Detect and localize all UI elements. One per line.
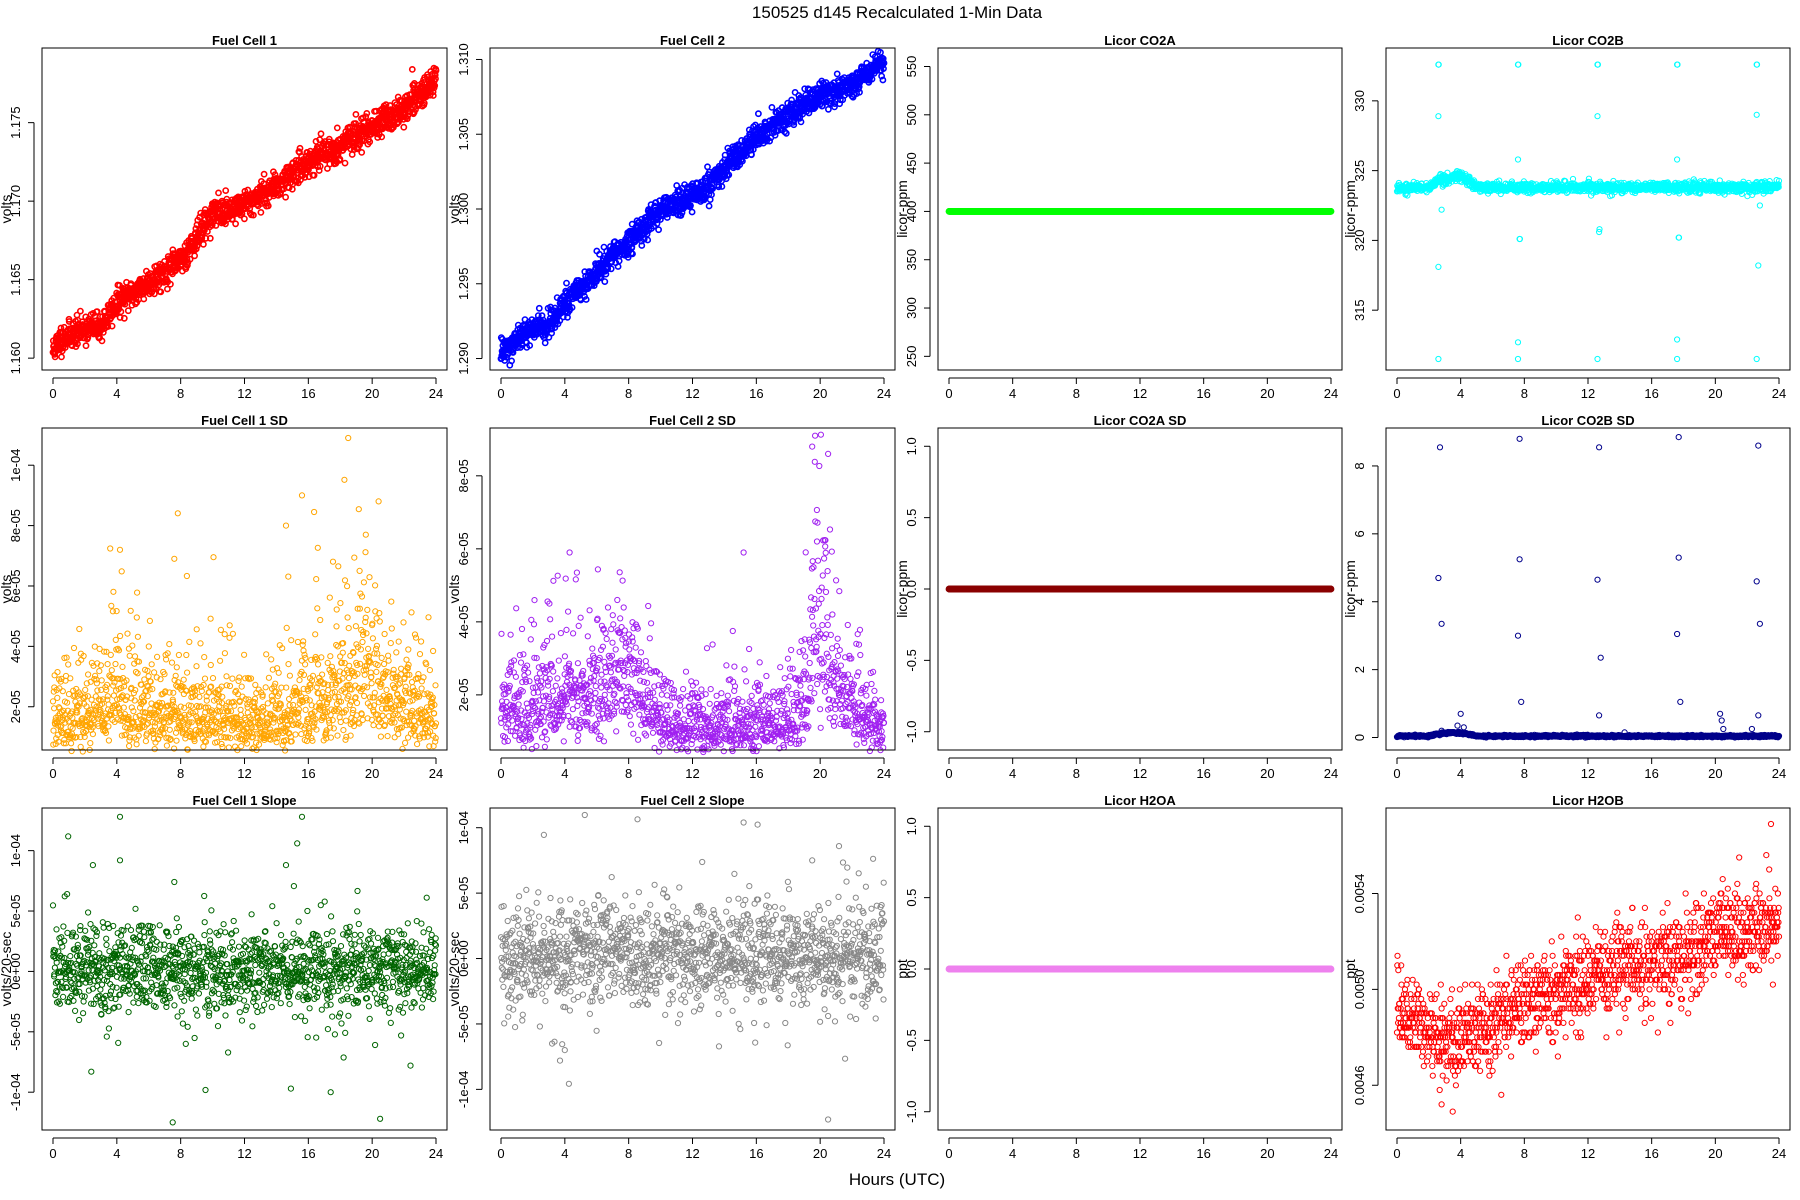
data-point xyxy=(121,300,129,308)
y-tick-label: 1.290 xyxy=(456,342,471,375)
y-tick-label: 300 xyxy=(904,297,919,319)
data-point xyxy=(117,308,125,316)
panel-title: Fuel Cell 1 xyxy=(212,33,277,48)
data-points xyxy=(945,207,1335,215)
x-tick-label: 4 xyxy=(1009,386,1016,401)
data-point xyxy=(108,322,116,330)
panel-title: Licor CO2A xyxy=(1104,33,1176,48)
y-axis-label: volts xyxy=(446,195,462,224)
x-tick-label: 20 xyxy=(813,386,827,401)
x-tick-label: 0 xyxy=(49,386,56,401)
x-tick-label: 12 xyxy=(685,386,699,401)
y-tick-label: 500 xyxy=(904,104,919,126)
y-tick-label: 550 xyxy=(904,56,919,78)
panel-1: Fuel Cell 10 4 8 12 16 20 241.1601.1651.1701.1… xyxy=(0,33,448,401)
x-tick-label: 8 xyxy=(625,386,632,401)
data-points xyxy=(49,64,440,361)
data-point xyxy=(93,308,101,315)
data-point xyxy=(58,353,65,361)
figure-title: 150525 d145 Recalculated 1-Min Data xyxy=(752,3,1043,22)
data-point xyxy=(104,323,112,330)
y-tick-label: 1.295 xyxy=(456,267,471,300)
x-tick-label: 8 xyxy=(177,386,184,401)
data-point xyxy=(82,342,90,350)
x-tick-label: 20 xyxy=(1260,386,1274,401)
x-tick-label: 8 xyxy=(1073,386,1080,401)
x-tick-label: 16 xyxy=(1196,386,1210,401)
x-tick-label: 12 xyxy=(237,386,251,401)
y-tick-label: 450 xyxy=(904,152,919,174)
x-tick-label: 4 xyxy=(113,386,120,401)
x-tick-label: 24 xyxy=(429,386,443,401)
x-tick-label: 16 xyxy=(301,386,315,401)
x-tick-label: 0 xyxy=(497,386,504,401)
figure-xlabel: Hours (UTC) xyxy=(849,1170,945,1189)
x-tick-label: 20 xyxy=(365,386,379,401)
data-point xyxy=(99,328,107,336)
x-tick-label: 4 xyxy=(561,386,568,401)
y-tick-label: 1.175 xyxy=(8,106,23,139)
panels: Fuel Cell 10 4 8 12 16 20 241.1601.1651.1701.1… xyxy=(0,33,1791,1161)
data-point xyxy=(132,295,140,303)
data-point xyxy=(120,314,128,322)
x-tick-label: 24 xyxy=(877,386,891,401)
y-tick-label: 1.165 xyxy=(8,263,23,296)
data-point xyxy=(74,340,81,348)
data-point xyxy=(124,307,132,315)
x-tick-label: 24 xyxy=(1324,386,1338,401)
panel-title: Fuel Cell 2 xyxy=(660,33,725,48)
y-tick-label: 350 xyxy=(904,249,919,271)
y-tick-label: 1.160 xyxy=(8,342,23,375)
data-point xyxy=(77,307,84,315)
y-axis-label: licor-ppm xyxy=(894,180,910,238)
data-point xyxy=(98,337,106,345)
x-tick-label: 16 xyxy=(749,386,763,401)
y-tick-label: 250 xyxy=(904,345,919,367)
x-tick-label: 12 xyxy=(1133,386,1147,401)
y-tick-label: 1.310 xyxy=(456,43,471,76)
y-tick-label: 1.305 xyxy=(456,118,471,151)
x-tick-label: 0 xyxy=(945,386,952,401)
y-axis-label: volts xyxy=(0,195,14,224)
